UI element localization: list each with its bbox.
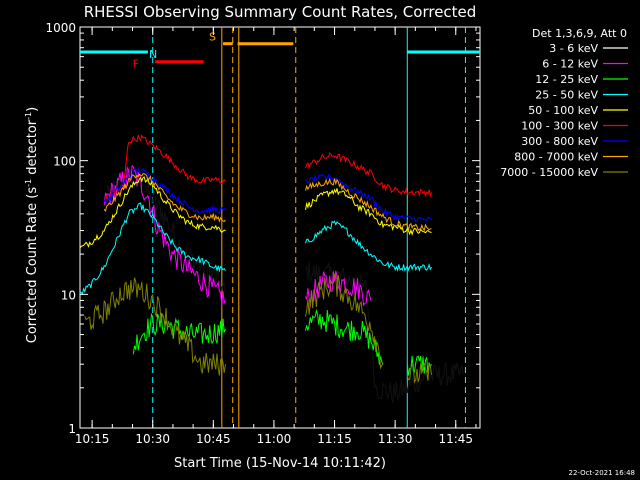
date-stamp: 22-Oct-2021 16:48 bbox=[569, 469, 635, 477]
series-line bbox=[305, 188, 432, 236]
x-tick-label: 10:15 bbox=[75, 432, 110, 446]
series-line bbox=[103, 173, 226, 223]
legend-header: Det 1,3,6,9, Att 0 bbox=[532, 27, 627, 40]
x-axis-ticks: 10:15 10:30 10:45 11:00 11:15 11:30 11:45 bbox=[75, 27, 477, 446]
x-tick-label: 10:45 bbox=[196, 432, 231, 446]
series-line bbox=[305, 308, 384, 365]
y-axis-ticks: 1 10 100 1000 bbox=[45, 21, 480, 436]
series-line bbox=[79, 176, 226, 249]
legend-entry-label: 25 - 50 keV bbox=[535, 89, 598, 102]
x-tick-label: 10:30 bbox=[135, 432, 170, 446]
y-axis-label: Corrected Count Rate (s-1 detector-1) bbox=[24, 107, 40, 343]
y-tick-label: 100 bbox=[53, 155, 76, 169]
legend-entry-label: 100 - 300 keV bbox=[521, 120, 598, 133]
event-markers: NF S bbox=[133, 31, 216, 71]
instrument-state-bars bbox=[80, 42, 480, 64]
legend-entry-label: 7000 - 15000 keV bbox=[500, 166, 598, 179]
y-tick-label: 1000 bbox=[45, 21, 76, 35]
event-marker-label: F bbox=[133, 58, 139, 71]
y-tick-label: 10 bbox=[61, 288, 76, 302]
series-line bbox=[103, 166, 226, 215]
x-tick-label: 11:30 bbox=[378, 432, 413, 446]
event-marker-label: N bbox=[149, 48, 157, 61]
y-tick-label: 1 bbox=[68, 422, 76, 436]
series-line bbox=[79, 202, 226, 296]
series-line bbox=[103, 134, 226, 205]
event-marker-label: S bbox=[209, 31, 216, 44]
x-tick-label: 11:15 bbox=[317, 432, 352, 446]
series-line bbox=[305, 270, 372, 307]
series-line bbox=[305, 261, 464, 404]
legend-entry-label: 800 - 7000 keV bbox=[514, 151, 598, 164]
series-line bbox=[406, 363, 432, 384]
x-axis-label: Start Time (15-Nov-14 10:11:42) bbox=[174, 456, 386, 471]
series-line bbox=[305, 173, 432, 223]
legend-entry-label: 12 - 25 keV bbox=[535, 73, 598, 86]
x-tick-label: 11:45 bbox=[438, 432, 473, 446]
chart-title: RHESSI Observing Summary Count Rates, Co… bbox=[84, 3, 477, 21]
legend-entry-label: 50 - 100 keV bbox=[528, 104, 598, 117]
plot-area bbox=[79, 26, 481, 429]
series-line bbox=[305, 273, 384, 370]
series-line bbox=[305, 178, 432, 232]
series-lines bbox=[79, 134, 464, 404]
plot-frame bbox=[79, 26, 481, 429]
legend-entry-label: 6 - 12 keV bbox=[542, 58, 598, 71]
legend-entry-label: 3 - 6 keV bbox=[549, 42, 598, 55]
legend: Det 1,3,6,9, Att 0 3 - 6 keV 6 - 12 keV 12… bbox=[500, 27, 628, 179]
legend-entry-label: 300 - 800 keV bbox=[521, 135, 598, 148]
series-line bbox=[305, 220, 432, 273]
series-line bbox=[132, 312, 226, 355]
x-tick-label: 11:00 bbox=[257, 432, 292, 446]
series-line bbox=[406, 355, 432, 376]
series-line bbox=[305, 152, 432, 198]
series-line bbox=[84, 277, 226, 376]
